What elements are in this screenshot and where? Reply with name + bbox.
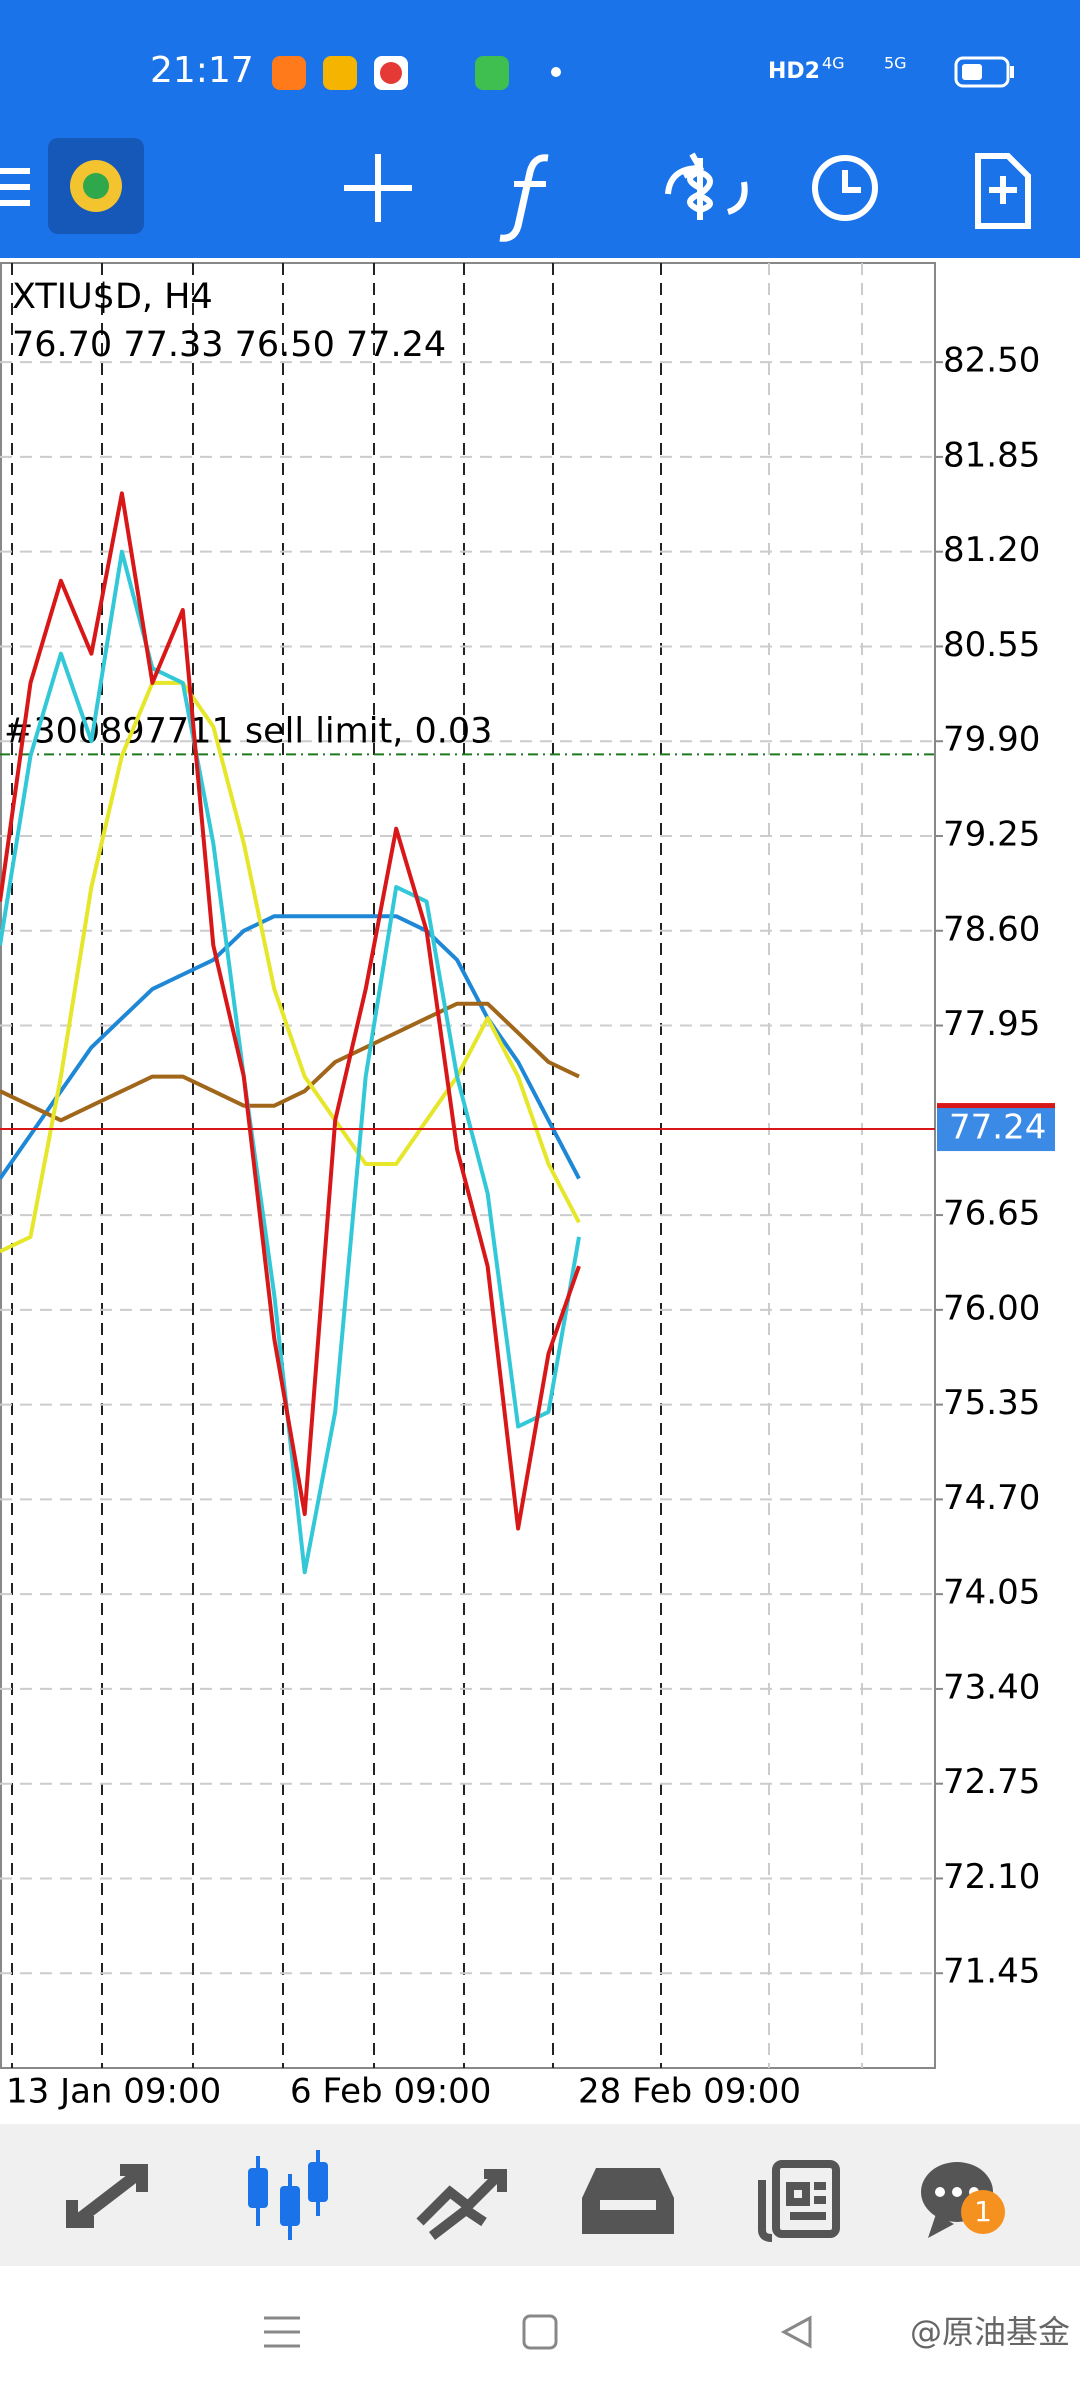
news-tab[interactable] [758,2160,840,2242]
y-tick-label: 78.60 [943,909,1040,949]
indicators-button[interactable] [499,154,549,242]
trade-tab[interactable] [416,2169,507,2240]
quotes-tab[interactable] [66,2164,148,2228]
x-tick-label: 28 Feb 09:00 [578,2072,801,2112]
y-tick-label: 81.85 [943,435,1040,475]
y-tick-label: 77.95 [943,1004,1040,1044]
y-tick-label: 72.10 [943,1857,1040,1897]
crosshair-button[interactable] [344,154,412,222]
clock: 21:17 [150,50,254,91]
x-tick-label: 13 Jan 09:00 [6,2072,221,2112]
message-badge: 1 [974,2195,992,2228]
y-tick-label: 71.45 [943,1952,1040,1992]
ohlc-label: 76.70 77.33 76.50 77.24 [12,325,446,365]
notification-icons [272,56,561,90]
last-price-box [937,1107,1055,1152]
hd-indicator: HD2 [768,59,820,84]
battery [954,56,1014,88]
top-bar [0,0,1080,258]
symbol-label: XTIU$D, H4 [12,277,213,317]
y-tick-label: 73.40 [943,1667,1040,1707]
y-tick-label: 82.50 [943,341,1040,381]
bottom-nav [0,2124,1080,2266]
app-logo[interactable] [48,138,144,234]
y-tick-label: 79.25 [943,814,1040,854]
network-5g: 5G [884,54,907,73]
system-nav[interactable] [264,2314,812,2350]
indicator-line [0,914,581,1180]
network-4g: 4G [822,54,845,73]
objects-button[interactable] [975,153,1031,229]
y-tick-label: 72.75 [943,1762,1040,1802]
y-tick-label: 74.70 [943,1478,1040,1518]
last-price-label: 77.24 [949,1108,1046,1148]
menu-button[interactable] [0,168,30,206]
y-tick-label: 79.90 [943,720,1040,760]
y-tick-label: 76.65 [943,1194,1040,1234]
chart-tab[interactable] [248,2150,328,2240]
order-label: #300897711 sell limit, 0.03 [4,711,492,751]
x-tick-label: 6 Feb 09:00 [290,2072,491,2112]
y-tick-label: 81.20 [943,530,1040,570]
period-button[interactable] [812,155,878,221]
last-price-marker [937,1103,1055,1109]
indicator-line [0,491,581,1531]
y-tick-label: 74.05 [943,1573,1040,1613]
watermark: @原油基金 [910,2313,1070,2351]
indicator-line [0,680,581,1254]
indicator-line [0,1001,580,1123]
y-tick-label: 80.55 [943,625,1040,665]
plot-frame [0,262,936,2069]
history-tab[interactable] [582,2168,674,2234]
chart: 82.50 81.85 81.20 80.55 79.90 79.25 78.60 77.95… [0,262,1055,2112]
y-tick-label: 75.35 [943,1383,1040,1423]
trade-button[interactable] [665,152,748,220]
y-tick-label: 76.00 [943,1288,1040,1328]
messages-tab[interactable] [921,2162,1005,2238]
chart-background [0,258,1080,2088]
